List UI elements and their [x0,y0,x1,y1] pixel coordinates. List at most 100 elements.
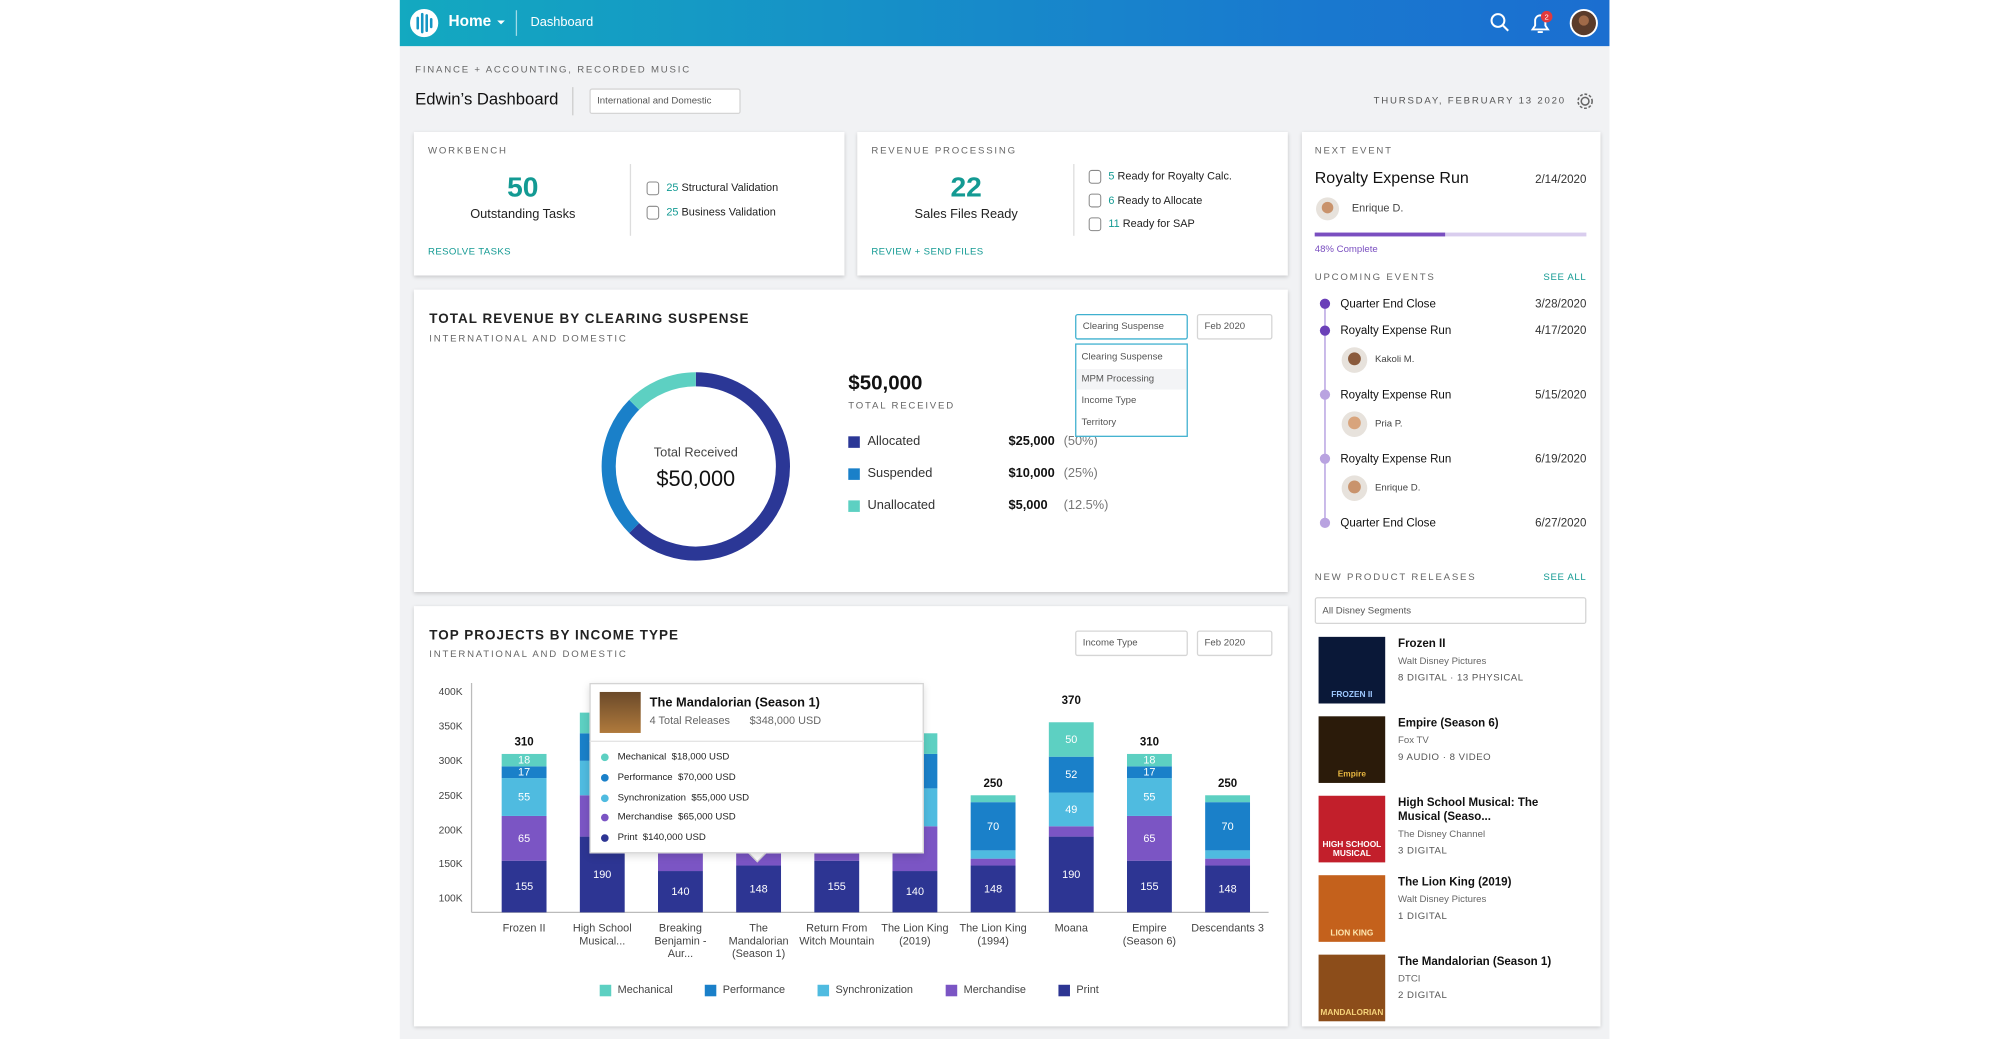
x-tick-label: The Mandalorian (Season 1) [728,921,789,960]
tooltip-item-value: $65,000 USD [678,811,736,823]
x-tick-label: The Lion King (2019) [881,921,949,947]
bar-segment [1127,753,1172,767]
logo-mark [416,12,433,34]
progress-fill [1314,232,1446,237]
see-all-link[interactable]: SEE ALL [1543,271,1587,283]
value-label: $10,000 [1008,466,1055,481]
dropdown-menu[interactable] [1075,343,1188,437]
summary-count-label: Outstanding Tasks [470,207,576,223]
poster-title: Empire [1337,769,1367,779]
donut-segment [629,372,697,410]
bar-segment [1048,836,1094,913]
dropdown-option[interactable]: MPM Processing [1081,372,1155,385]
x-tick-label: Frozen II [502,921,546,935]
release-title: High School Musical: The Musical (Seaso.… [1398,795,1539,823]
poster-title: LION KING [1330,928,1374,938]
period-select[interactable] [1196,313,1273,340]
release-title: Frozen II [1398,636,1446,650]
bar-segment [970,850,1016,859]
bar-segment [1048,792,1094,827]
segment-label: 55 [518,792,530,804]
event-date: 5/15/2020 [1535,388,1587,401]
segment-label: 17 [1143,767,1155,779]
income-type-dropdown[interactable] [1075,630,1188,657]
legend-label: Synchronization [835,982,913,996]
bar-segment [1205,865,1251,913]
card-link[interactable]: RESOLVE TASKS [427,245,511,258]
nav-home[interactable]: Home [448,11,492,30]
next-event-title: Royalty Expense Run [1314,168,1469,187]
dropdown-option[interactable]: Territory [1081,416,1117,428]
tooltip-item: Merchandise $65,000 USD [618,811,736,824]
legend-label: Unallocated [867,498,936,513]
y-tick-label: 400K [438,686,463,698]
segment-select[interactable] [1314,597,1587,625]
release-info: The Lion King (2019) Walt Disney Pictures… [1398,875,1580,921]
release-info: Empire (Season 6) Fox TV 9 AUDIO · 8 VIDEO [1398,716,1580,762]
legend-swatch [848,436,860,448]
item-icon [1088,217,1102,232]
tooltip-dot [600,753,609,762]
poster: Empire [1318,716,1386,783]
event-name: Quarter End Close [1340,516,1436,530]
segment-label: 148 [984,883,1002,895]
tooltip-item: Mechanical $18,000 USD [617,750,730,763]
breadcrumb[interactable]: Dashboard [530,15,594,30]
segment-label: 70 [1222,821,1234,833]
legend-swatch [704,984,717,997]
share-label: (25%) [1063,466,1098,481]
see-all-link[interactable]: SEE ALL [1543,571,1587,583]
donut-center-value: $50,000 [656,466,736,492]
region-select[interactable] [589,88,741,115]
bar-total: 310 [1140,736,1159,748]
release-title: Empire (Season 6) [1398,716,1499,730]
search-icon[interactable] [1490,13,1509,32]
income-type-dropdown-text: Income Type [1082,636,1138,648]
segment-label: 17 [518,767,530,779]
person-avatar-face [1348,416,1361,430]
settings-icon[interactable] [1577,93,1593,110]
bar-segment [814,860,860,913]
tooltip-item-name: Synchronization [617,790,687,803]
segment-label: 18 [1143,755,1155,767]
summary-item: 25 Structural Validation [666,180,779,195]
dropdown-option[interactable]: Income Type [1081,394,1137,406]
legend-swatch [817,984,830,997]
segment-label: 140 [906,886,924,898]
event-date: 3/28/2020 [1535,297,1587,310]
y-tick-label: 100K [438,892,463,905]
bar-segment [501,860,547,913]
dropdown-option[interactable]: Clearing Suspense [1081,350,1163,363]
summary-count: 50 [507,170,539,203]
summary-item: 25 Business Validation [666,205,775,219]
timeline-dot [1319,298,1331,309]
timeline-dot [1319,453,1331,464]
bar-segment [970,858,1016,866]
dropdown-option-hover [1076,369,1187,390]
person-name: Enrique D. [1374,481,1421,493]
total-label: TOTAL RECEIVED [848,399,955,411]
period-select[interactable] [1196,630,1273,657]
tooltip-item-value: $140,000 USD [642,831,706,844]
tooltip-dot [600,773,609,782]
bar-segment [736,865,782,913]
x-tick-label: Empire (Season 6) [1122,921,1177,947]
x-tick-label: Return From Witch Mountain [799,921,875,947]
release-title: The Lion King (2019) [1398,875,1512,889]
x-tick-label: Breaking Benjamin - Aur... [654,921,707,960]
bar-segment [501,778,547,816]
clearing-dropdown[interactable] [1075,313,1188,340]
x-tick-label: The Lion King (1994) [959,921,1027,947]
release-info: Frozen II Walt Disney Pictures 8 DIGITAL ·… [1398,637,1580,683]
card-link[interactable]: REVIEW + SEND FILES [871,245,984,258]
item-label: Structural Validation [681,180,779,194]
clearing-dropdown-text: Clearing Suspense [1082,319,1165,332]
legend-label: Allocated [867,434,921,449]
tooltip-item-name: Mechanical [617,750,667,763]
poster-title: HIGH SCHOOL MUSICAL [1322,840,1382,858]
person-avatar-face [1321,201,1334,214]
bar-segment [1048,722,1094,757]
legend-label: Mechanical [617,982,673,996]
legend-label: Print [1076,982,1099,996]
x-tick-label: Descendants 3 [1191,921,1264,935]
